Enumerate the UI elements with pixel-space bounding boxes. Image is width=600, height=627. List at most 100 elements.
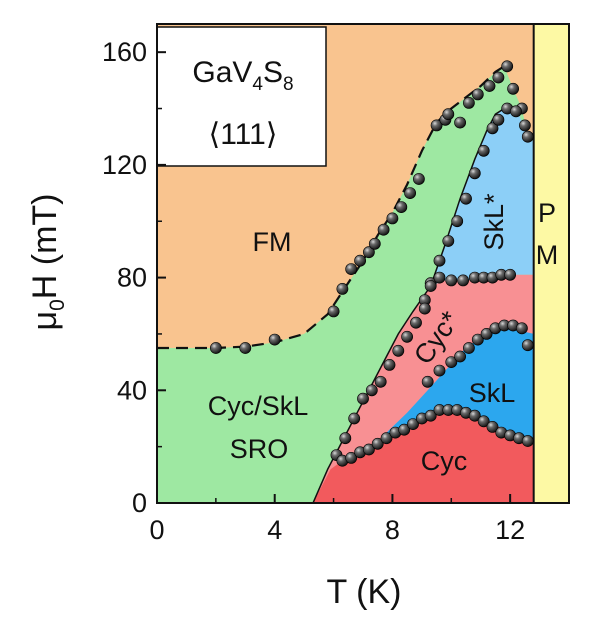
data-point-0-78 [398,423,411,436]
label-fm: FM [253,227,292,257]
data-points [209,60,534,467]
data-point-0-7 [362,246,375,259]
data-point-0-74 [362,443,375,456]
phase-regions [157,24,569,503]
y-tick-label-4: 160 [102,37,147,67]
data-point-0-23 [507,82,519,95]
region-cyc [313,410,534,503]
formula-gav: GaV [192,56,252,89]
region-pm [533,24,569,503]
data-point-0-75 [371,437,384,450]
data-point-0-38 [442,235,455,247]
data-point-0-58 [462,342,475,354]
data-point-0-1 [239,342,252,354]
y-title-rest: H (mT) [26,193,64,299]
data-point-0-50 [392,344,405,357]
crystal-direction: ⟨111⟩ [208,118,277,151]
data-point-0-49 [383,358,396,371]
data-point-0-12 [404,187,416,199]
y-tick-label-1: 40 [117,375,147,405]
data-point-0-0 [209,342,222,354]
data-point-0-4 [327,305,340,318]
label-pm-p: P [538,198,556,228]
plot-frame [156,23,570,504]
data-point-0-67 [365,384,378,397]
data-point-0-6 [354,254,366,267]
data-point-0-8 [368,237,381,250]
data-point-0-76 [380,432,393,445]
data-point-0-3 [336,282,349,295]
data-point-0-42 [477,144,490,157]
data-point-0-40 [460,192,472,205]
data-point-0-20 [483,80,496,92]
data-point-0-10 [386,212,399,225]
data-point-0-68 [348,412,361,425]
data-point-0-60 [480,327,493,340]
data-point-0-29 [457,274,469,287]
label-cyc: Cyc [421,446,468,476]
label-cyc-skl: Cyc/SkL [208,391,309,421]
label-skl-star: SkL* [479,193,509,251]
data-point-0-19 [471,88,484,101]
data-point-0-36 [424,280,437,292]
label-pm-m: M [536,240,559,270]
y-axis-title: μ0H (mT) [26,193,69,330]
data-point-0-18 [462,97,475,109]
data-point-0-22 [501,60,514,73]
x-tick-label-1: 4 [267,515,282,545]
region-skl [386,325,534,441]
data-point-0-69 [339,432,352,445]
data-point-0-88 [486,420,499,433]
data-point-0-17 [454,116,466,129]
data-point-0-59 [471,333,484,346]
data-point-0-55 [433,364,446,377]
region-skl-star [430,108,534,286]
x-tick-label-3: 12 [495,515,525,545]
data-point-0-92 [521,435,534,447]
y-tick-label-0: 0 [132,488,147,518]
label-sro: SRO [230,434,289,464]
data-point-0-13 [412,173,425,185]
data-point-0-41 [468,167,481,180]
y-tick-label-3: 120 [102,150,147,180]
formula-s: S [263,56,283,89]
formula-sub-4: 4 [252,74,263,95]
data-point-0-56 [445,356,458,368]
data-point-0-14 [430,119,443,132]
data-point-0-5 [345,263,358,275]
data-point-0-43 [486,122,499,135]
data-point-0-64 [516,322,528,335]
data-point-0-52 [410,316,422,329]
compound-formula: GaV4S8 [192,56,293,95]
y-title-sub: 0 [46,299,69,311]
x-axis-title: T (K) [327,573,402,611]
data-point-0-27 [433,271,446,284]
sample-inset: GaV4S8 ⟨111⟩ [156,26,327,167]
data-point-0-65 [521,339,534,352]
x-tick-label-2: 8 [385,515,400,545]
data-point-0-28 [445,274,458,287]
data-point-0-47 [519,119,531,132]
data-point-0-72 [345,451,358,464]
data-point-0-37 [433,254,446,267]
data-point-0-53 [418,302,431,315]
formula-sub-8: 8 [283,74,294,95]
data-point-0-2 [268,333,281,346]
data-point-0-39 [451,215,464,228]
data-point-0-81 [424,409,437,422]
data-point-0-66 [357,392,369,405]
data-point-0-25 [521,130,534,143]
data-point-0-87 [477,415,490,428]
data-point-0-11 [395,201,408,213]
data-point-0-44 [492,113,505,126]
data-point-0-86 [468,409,481,422]
data-point-0-57 [454,350,466,363]
data-point-0-79 [407,418,419,430]
data-point-0-34 [504,268,516,281]
data-point-0-54 [421,375,434,388]
data-point-0-48 [374,375,387,388]
y-tick-label-2: 80 [117,263,147,293]
data-point-0-46 [510,105,522,118]
